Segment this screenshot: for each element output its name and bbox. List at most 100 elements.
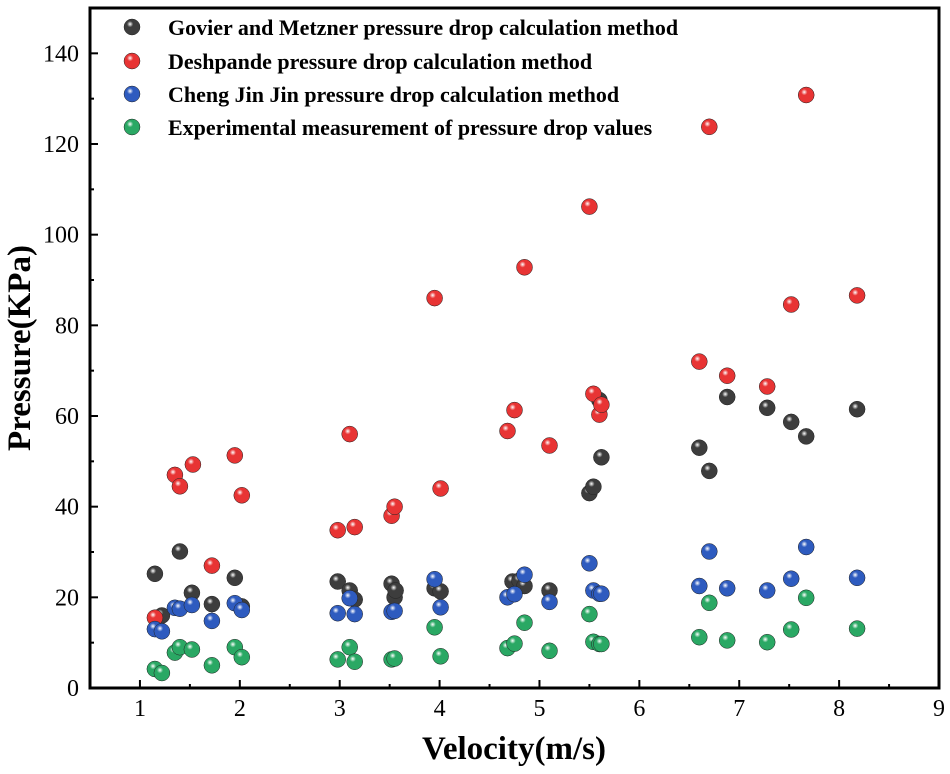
data-point <box>386 650 403 667</box>
y-tick-label: 80 <box>55 313 79 339</box>
data-point <box>516 566 533 583</box>
data-point <box>171 543 189 560</box>
x-tick-label: 9 <box>933 696 945 722</box>
data-point <box>782 296 800 313</box>
data-point <box>499 422 516 440</box>
data-point <box>203 657 221 674</box>
data-point <box>797 86 815 104</box>
legend-entry-govier: Govier and Metzner pressure drop calcula… <box>123 15 678 40</box>
data-point <box>516 614 533 631</box>
y-tick-label: 40 <box>55 495 79 521</box>
data-points <box>146 86 866 682</box>
axis-ticks <box>90 52 940 689</box>
x-tick-label: 6 <box>633 696 645 722</box>
data-point <box>346 605 363 623</box>
data-point <box>203 557 221 574</box>
x-tick-label: 1 <box>134 696 146 722</box>
data-point <box>758 378 776 395</box>
data-point <box>426 619 443 636</box>
data-point <box>432 599 449 616</box>
data-point <box>541 642 558 660</box>
data-point <box>782 570 800 587</box>
data-point <box>691 628 708 646</box>
data-point <box>541 437 558 454</box>
data-point <box>593 585 610 602</box>
data-point <box>329 521 346 539</box>
legend-entry-experimental: Experimental measurement of pressure dro… <box>123 115 653 140</box>
y-tick-labels: 0 20 40 60 80 100 120 140 <box>43 41 79 702</box>
data-point <box>203 595 221 613</box>
data-point <box>797 428 815 445</box>
data-point <box>432 480 449 497</box>
data-point <box>386 602 403 620</box>
data-point <box>226 569 244 587</box>
data-point <box>797 538 815 556</box>
data-point <box>701 594 718 612</box>
data-point <box>183 596 201 614</box>
data-point <box>848 620 866 637</box>
data-point <box>541 593 558 611</box>
data-point <box>346 653 363 670</box>
data-point <box>782 621 800 638</box>
data-point <box>153 623 171 640</box>
data-point <box>226 447 244 464</box>
plot-frame <box>88 6 941 690</box>
x-tick-label: 8 <box>833 696 845 722</box>
data-point <box>341 638 358 656</box>
data-point <box>153 664 171 682</box>
data-point <box>341 589 358 607</box>
data-point <box>718 632 736 649</box>
data-point <box>581 198 598 215</box>
data-point <box>506 585 523 603</box>
data-point <box>171 478 189 495</box>
data-point <box>341 425 358 443</box>
x-tick-label: 7 <box>733 696 745 722</box>
data-point <box>701 118 718 136</box>
data-point <box>782 413 800 431</box>
data-point <box>506 401 523 419</box>
legend-entry-deshpande: Deshpande pressure drop calculation meth… <box>123 49 592 74</box>
data-point <box>387 582 404 599</box>
data-point <box>758 633 776 651</box>
data-point <box>329 573 346 590</box>
data-point <box>346 518 363 536</box>
data-point <box>691 577 708 595</box>
data-point <box>848 287 866 304</box>
data-point <box>432 648 449 665</box>
data-point <box>797 589 815 607</box>
x-tick-label: 2 <box>234 696 246 722</box>
x-tick-label: 4 <box>434 696 446 722</box>
y-axis-title: Pressure(KPa) <box>2 245 38 451</box>
data-point <box>203 612 221 630</box>
data-point <box>329 651 346 668</box>
data-point <box>426 289 443 307</box>
data-point <box>585 478 602 495</box>
data-point <box>593 396 610 413</box>
data-point <box>183 641 201 658</box>
legend-entry-cheng: Cheng Jin Jin pressure drop calculation … <box>123 82 619 107</box>
y-tick-label: 60 <box>55 404 79 430</box>
legend-marker-cheng <box>123 85 141 103</box>
legend-label-experimental: Experimental measurement of pressure dro… <box>168 115 653 140</box>
data-point <box>426 570 443 588</box>
data-point <box>758 582 776 599</box>
data-point <box>701 543 718 560</box>
data-point <box>593 449 610 466</box>
x-tick-label: 3 <box>334 696 346 722</box>
data-point <box>691 439 708 456</box>
data-point <box>506 635 523 652</box>
data-point <box>718 580 736 597</box>
data-point <box>718 367 736 384</box>
data-point <box>581 605 598 623</box>
data-point <box>329 604 346 622</box>
y-tick-label: 20 <box>55 585 79 611</box>
legend-label-cheng: Cheng Jin Jin pressure drop calculation … <box>168 82 619 107</box>
data-point <box>718 388 736 406</box>
x-axis-title: Velocity(m/s) <box>422 731 606 767</box>
data-point <box>386 498 403 515</box>
x-tick-labels: 1 2 3 4 5 6 7 8 9 <box>134 696 945 722</box>
data-point <box>233 601 251 619</box>
legend-marker-deshpande <box>123 52 141 70</box>
legend-marker-experimental <box>123 118 141 136</box>
